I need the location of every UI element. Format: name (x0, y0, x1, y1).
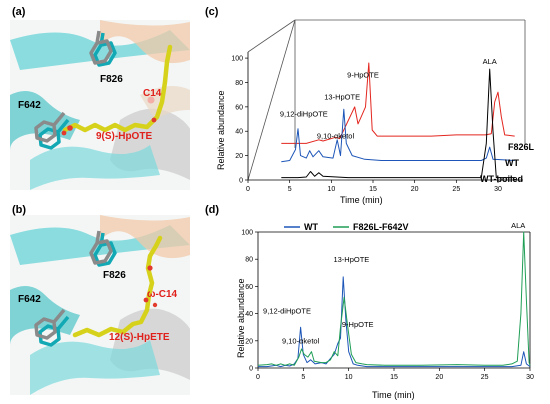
chart-c-xtick-label: 5 (288, 186, 292, 193)
legend-wt-boiled: WT-boiled (480, 174, 523, 184)
chart-d-xtick-label: 30 (526, 374, 534, 381)
chart-c-ytick-label: 80 (235, 80, 243, 87)
residue-label-f826: F826 (100, 74, 123, 85)
chart-c-xtick-label: 10 (327, 186, 335, 193)
peak-annotation: 9-HpOTE (347, 71, 379, 80)
legend-d: WT F826L-F642V (284, 222, 409, 232)
chart-d-ytick-label: 40 (245, 311, 253, 318)
series-line-f826l (281, 62, 515, 144)
peak-annotation: 13-HpOTE (333, 255, 369, 264)
chart-c-ytick-label: 40 (235, 129, 243, 136)
chart-d-ytick-label: 80 (245, 257, 253, 264)
series-line-f826l-f642v (257, 231, 531, 366)
legend-wt: WT (505, 158, 519, 168)
protein-structure-a (10, 20, 190, 190)
peak-annotation: 9,12-diHpOTE (263, 307, 311, 316)
chart-d-xlabel: Time (min) (372, 390, 415, 400)
peak-annotation: 9,10-αketol (317, 132, 355, 141)
chart-c-ytick-label: 20 (235, 153, 243, 160)
chart-d-ytick-label: 60 (245, 284, 253, 291)
legend-d-wt: WT (304, 222, 318, 232)
chart-c-xlabel: Time (min) (340, 195, 383, 205)
series-line-wt (281, 108, 515, 163)
chart-d-xtick-label: 5 (301, 374, 305, 381)
chart-c-ytick-label: 100 (231, 56, 243, 63)
chart-d-xtick-label: 20 (435, 374, 443, 381)
chart-c-xtick-label: 25 (452, 186, 460, 193)
chart-d-xtick-label: 15 (390, 374, 398, 381)
panel-label-a: (a) (12, 6, 26, 18)
chart-d-xtick-label: 10 (345, 374, 353, 381)
peak-annotation: 13-HpOTE (324, 93, 360, 102)
chart-c-xtick-label: 15 (369, 186, 377, 193)
chart-c-ytick-label: 60 (235, 104, 243, 111)
chart-c-xtick-label: 0 (246, 186, 250, 193)
residue-label-f642: F642 (18, 100, 41, 111)
residue-label-f826-b: F826 (103, 270, 126, 281)
panel-d: (d) 0 5 10 15 20 25 30 0 20 40 60 80 100 13-HpOTE 9,12… (205, 204, 534, 400)
legend-f826l: F826L (508, 142, 535, 152)
series-line-wt-boiled (281, 68, 515, 179)
chart-d-xtick-label: 0 (256, 374, 260, 381)
panel-b: (b) F826 F642 ω-C14 12(S)-HpETE (10, 204, 190, 395)
carbon-label: C14 (143, 88, 162, 99)
carbon-label-b: ω-C14 (147, 289, 178, 300)
legend-d-mutant: F826L-F642V (353, 222, 409, 232)
chart-d-xtick-label: 25 (481, 374, 489, 381)
panel-label-b: (b) (12, 204, 26, 216)
chart-d: 0 5 10 15 20 25 30 0 20 40 60 80 100 13-HpOTE 9,12-diH… (241, 221, 534, 381)
ligand-label-b: 12(S)-HpETE (109, 332, 170, 343)
peak-annotation: 9-HpOTE (342, 320, 374, 329)
panel-c: (c) 0 5 10 15 20 25 30 0 20 40 60 80 100 9-HpOTE 13-Hp… (205, 6, 535, 205)
peak-annotation: 9,12-diHpOTE (280, 110, 328, 119)
chart-c-ytick-label: 0 (239, 178, 243, 185)
panel-label-c: (c) (205, 6, 219, 18)
peak-annotation: ALA (511, 221, 525, 230)
peak-annotation: ALA (483, 57, 497, 66)
peak-annotation: 9,10-αketol (282, 337, 320, 346)
chart-c: 0 5 10 15 20 25 30 0 20 40 60 80 100 9-HpOTE 13-HpOTE 9… (231, 52, 523, 193)
protein-structure-b (10, 215, 190, 395)
chart-c-xtick-label: 20 (411, 186, 419, 193)
chart-c-ylabel: Relative abundance (216, 90, 226, 170)
chart-d-ytick-label: 0 (249, 366, 253, 373)
panel-a: (a) F826 F642 C14 9(S)-HpOTE (10, 6, 190, 190)
panel-label-d: (d) (205, 204, 219, 216)
ligand-label: 9(S)-HpOTE (96, 131, 152, 142)
series-line-wt (258, 276, 531, 368)
residue-label-f642-b: F642 (18, 294, 41, 305)
chart-d-ylabel: Relative abundance (236, 278, 246, 358)
chart-d-ytick-label: 20 (245, 338, 253, 345)
chart-d-ytick-label: 100 (241, 230, 253, 237)
perspective-frame (247, 19, 526, 181)
chart-c-xtick-label: 30 (494, 186, 502, 193)
